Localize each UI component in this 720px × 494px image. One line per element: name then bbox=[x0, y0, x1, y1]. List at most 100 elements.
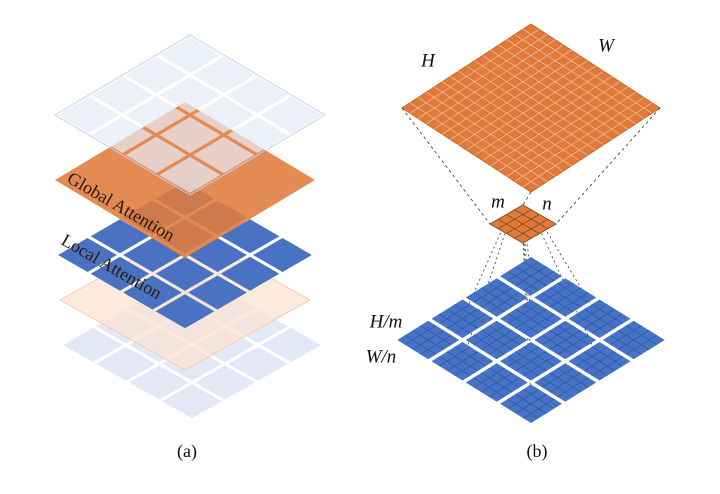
feature-grid bbox=[474, 70, 604, 156]
window-grid bbox=[523, 313, 555, 334]
top-layer-cell bbox=[226, 76, 289, 114]
local-cell bbox=[155, 256, 215, 291]
top-layer-cell bbox=[193, 56, 255, 94]
window-link bbox=[539, 219, 600, 319]
local-cell bbox=[123, 275, 182, 310]
top-layer-cell bbox=[125, 136, 187, 174]
window-grid bbox=[488, 292, 521, 313]
window-grid bbox=[439, 313, 471, 334]
window-grid bbox=[541, 292, 574, 313]
window-grid bbox=[541, 334, 574, 355]
label-h: H bbox=[420, 50, 436, 71]
window-grid bbox=[523, 356, 555, 376]
feature-grid bbox=[498, 86, 628, 172]
local-cell bbox=[155, 294, 215, 329]
window-grid bbox=[515, 308, 547, 329]
window-grid bbox=[610, 334, 642, 355]
window-grid bbox=[557, 377, 589, 398]
local-cell bbox=[253, 238, 312, 272]
window-grid bbox=[473, 292, 505, 313]
local-cell bbox=[90, 256, 150, 291]
window-grid bbox=[515, 266, 547, 287]
window-grid bbox=[583, 351, 616, 372]
connector bbox=[555, 107, 661, 225]
light-layer-cell bbox=[129, 365, 189, 400]
top-layer-cell bbox=[159, 36, 221, 74]
top-layer-cell bbox=[58, 96, 120, 134]
window-grid bbox=[549, 372, 581, 393]
window-grid bbox=[412, 330, 444, 350]
window-grid bbox=[591, 313, 623, 334]
window-grid bbox=[583, 308, 616, 329]
feature-grid bbox=[490, 81, 620, 167]
window-grid bbox=[557, 292, 589, 313]
light-layer-cell bbox=[63, 328, 123, 362]
feature-grid bbox=[458, 70, 588, 156]
window-grid bbox=[420, 334, 452, 355]
window-grid bbox=[541, 377, 574, 398]
feature-grid bbox=[506, 91, 637, 177]
top-layer-cell bbox=[159, 76, 221, 114]
window-grid bbox=[515, 351, 547, 372]
label-n: n bbox=[542, 193, 552, 214]
window-grid bbox=[481, 330, 513, 350]
window-grid bbox=[523, 398, 555, 419]
feature-grid bbox=[425, 91, 556, 177]
feature-grid bbox=[466, 65, 596, 151]
window-grid bbox=[404, 334, 437, 355]
window-grid bbox=[473, 377, 505, 398]
top-layer-cell bbox=[260, 96, 322, 134]
light-layer-cell bbox=[96, 346, 156, 381]
window-grid bbox=[481, 372, 513, 393]
light-layer-cell bbox=[195, 365, 255, 400]
connector bbox=[401, 107, 491, 225]
feature-grid bbox=[450, 76, 580, 161]
window-grid bbox=[507, 356, 539, 376]
window-grid bbox=[549, 287, 581, 308]
local-cell bbox=[220, 256, 280, 291]
top-layer-cell bbox=[226, 116, 289, 154]
window-grid bbox=[557, 334, 589, 355]
feature-grid bbox=[514, 97, 645, 182]
top-layer-cell bbox=[125, 56, 187, 94]
window-grid bbox=[439, 356, 471, 376]
connector bbox=[522, 191, 532, 206]
window-highlight-grid bbox=[506, 214, 540, 234]
local-cell bbox=[90, 219, 150, 254]
window-grid bbox=[481, 287, 513, 308]
light-layer-cell bbox=[228, 346, 288, 381]
window-grid bbox=[625, 334, 658, 355]
light-layer-cell bbox=[261, 328, 321, 362]
caption-b: (b) bbox=[527, 441, 548, 462]
window-link bbox=[522, 228, 532, 362]
top-layer-outline bbox=[54, 34, 326, 196]
local-cell bbox=[220, 219, 280, 254]
label-h-over-m: H/m bbox=[369, 311, 403, 332]
light-layer-cell bbox=[162, 384, 222, 419]
top-layer-cell bbox=[159, 116, 221, 154]
window-grid bbox=[454, 356, 486, 376]
label-m: m bbox=[491, 191, 505, 212]
window-highlight-grid bbox=[514, 218, 548, 239]
top-layer-cell bbox=[91, 116, 154, 154]
window-grid bbox=[454, 313, 486, 334]
feature-grid bbox=[522, 102, 653, 188]
window-grid bbox=[446, 351, 479, 372]
label-w: W bbox=[598, 35, 616, 56]
window-grid bbox=[618, 330, 650, 350]
top-layer-cell bbox=[159, 156, 221, 194]
feature-grid bbox=[417, 97, 548, 182]
feature-grid bbox=[409, 102, 540, 188]
label-w-over-n: W/n bbox=[366, 346, 397, 367]
feature-grid bbox=[434, 86, 564, 172]
shapes bbox=[54, 23, 665, 423]
window-link bbox=[462, 219, 507, 319]
window-grid bbox=[473, 334, 505, 355]
window-grid bbox=[507, 271, 539, 291]
window-grid bbox=[488, 377, 521, 398]
window-grid bbox=[523, 271, 555, 291]
top-layer-cell bbox=[193, 136, 255, 174]
window-highlight-grid bbox=[498, 218, 532, 239]
local-cell bbox=[188, 275, 247, 310]
